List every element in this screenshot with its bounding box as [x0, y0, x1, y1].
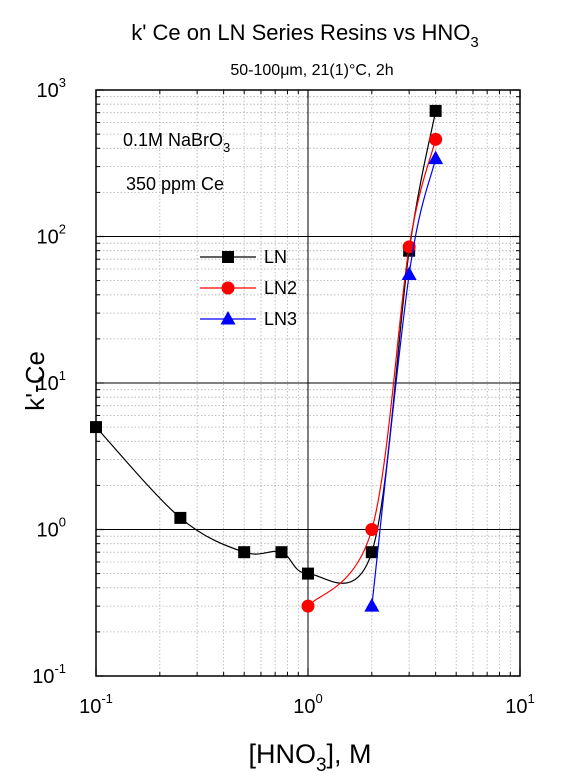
x-tick-label: 10-1 [79, 691, 113, 718]
data-point-ln3 [401, 266, 417, 281]
y-tick-label: 103 [37, 75, 66, 102]
legend-marker-ln3 [220, 311, 236, 325]
y-tick-label: 100 [37, 515, 66, 542]
y-tick-label: 101 [37, 368, 66, 395]
annotation-oxidant: 0.1M NaBrO3 [123, 130, 230, 155]
data-point-ln [275, 546, 288, 559]
annotation-cerium: 350 ppm Ce [126, 174, 224, 194]
y-axis-label: k'-Ce [20, 351, 50, 411]
data-point-ln [365, 546, 378, 559]
series-line-ln2 [307, 139, 437, 607]
data-point-ln2 [365, 523, 379, 536]
data-point-ln2 [429, 132, 443, 146]
data-point-ln [429, 104, 442, 117]
x-axis-label: [HNO3], M [248, 739, 371, 776]
grid-lines [96, 90, 520, 676]
data-point-ln [90, 421, 102, 434]
legend-marker-ln [222, 251, 234, 263]
y-tick-label: 102 [37, 222, 66, 249]
plot-area [90, 104, 444, 613]
legend-label-ln2: LN2 [264, 278, 297, 298]
data-point-ln [174, 511, 187, 524]
legend-label-ln: LN [264, 247, 287, 267]
chart-title: k' Ce on LN Series Resins vs HNO3 [131, 20, 479, 51]
series-line-ln3 [371, 158, 437, 607]
data-point-ln3 [428, 150, 444, 165]
data-point-ln2 [301, 599, 315, 613]
x-tick-label: 101 [505, 691, 534, 718]
legend-marker-ln2 [221, 281, 235, 295]
data-point-ln [302, 567, 314, 580]
data-point-ln [238, 546, 251, 559]
data-point-ln3 [364, 598, 380, 612]
legend-label-ln3: LN3 [264, 309, 297, 329]
chart-subtitle: 50-100μm, 21(1)°C, 2h [230, 62, 393, 79]
legend: LN LN2 LN3 [200, 247, 297, 329]
x-tick-label: 100 [293, 691, 322, 718]
axes: 10-1 100 101 10-1 100 101 102 103 [32, 75, 535, 718]
y-tick-label: 10-1 [32, 661, 66, 688]
